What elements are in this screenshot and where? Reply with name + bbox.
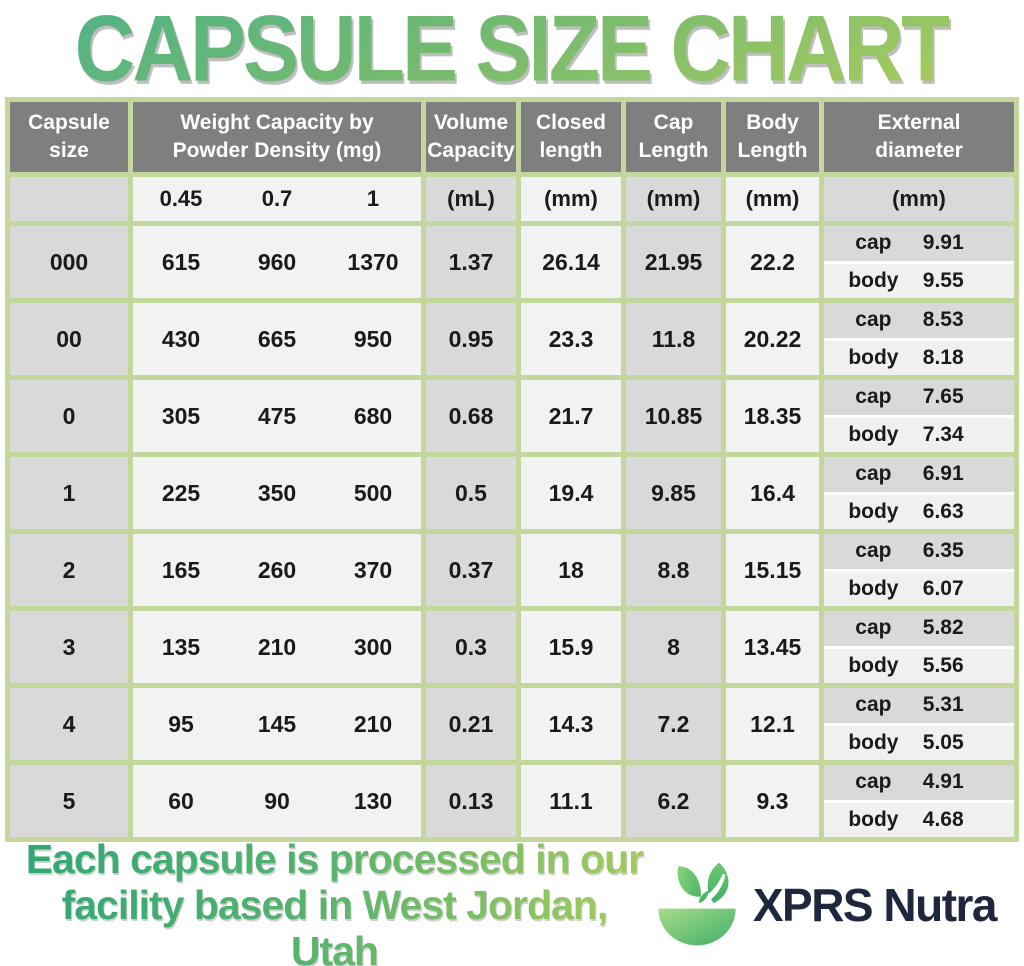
table-row-size-4: 4 95 145 210 0.21 14.3 7.2 12.1 cap 5.31 … <box>10 688 1014 760</box>
cell-size: 000 <box>10 226 128 298</box>
cell-external-diameter: cap 5.31 body 5.05 <box>824 688 1014 760</box>
cell-external-diameter: cap 4.91 body 4.68 <box>824 765 1014 837</box>
cell-body-length: 15.15 <box>726 534 819 606</box>
cell-external-diameter: cap 6.91 body 6.63 <box>824 457 1014 529</box>
cell-closed: 23.3 <box>521 303 621 375</box>
cell-volume: 0.5 <box>426 457 516 529</box>
header-body-length: Body Length <box>726 102 819 172</box>
table-row-size-0: 0 305 475 680 0.68 21.7 10.85 18.35 cap 7… <box>10 380 1014 452</box>
header-volume-capacity: Volume Capacity <box>426 102 516 172</box>
cell-cap-length: 11.8 <box>626 303 721 375</box>
cell-size: 2 <box>10 534 128 606</box>
cell-closed: 21.7 <box>521 380 621 452</box>
cell-size: 0 <box>10 380 128 452</box>
cell-body-length: 12.1 <box>726 688 819 760</box>
cell-cap-length: 7.2 <box>626 688 721 760</box>
cell-body-length: 20.22 <box>726 303 819 375</box>
table-row-size-2: 2 165 260 370 0.37 18 8.8 15.15 cap 6.35 … <box>10 534 1014 606</box>
units-cap: (mm) <box>626 177 721 221</box>
title-bar: CAPSULE SIZE CHART <box>0 0 1024 101</box>
cell-closed: 19.4 <box>521 457 621 529</box>
cell-body-length: 18.35 <box>726 380 819 452</box>
cell-weights: 95 145 210 <box>133 688 421 760</box>
cell-weights: 305 475 680 <box>133 380 421 452</box>
cell-external-diameter: cap 8.53 body 8.18 <box>824 303 1014 375</box>
header-capsule-size: Capsule size <box>10 102 128 172</box>
cell-cap-length: 6.2 <box>626 765 721 837</box>
header-weight-line2: Powder Density (mg) <box>172 139 382 162</box>
cell-weights: 165 260 370 <box>133 534 421 606</box>
cell-body-length: 22.2 <box>726 226 819 298</box>
cell-size: 1 <box>10 457 128 529</box>
cell-cap-length: 8.8 <box>626 534 721 606</box>
page-title: CAPSULE SIZE CHART <box>75 0 953 103</box>
cell-cap-length: 8 <box>626 611 721 683</box>
header-weight-capacity: Weight Capacity by Powder Density (mg) <box>133 102 421 172</box>
cell-closed: 14.3 <box>521 688 621 760</box>
header-closed-length: Closed length <box>521 102 621 172</box>
cell-size: 5 <box>10 765 128 837</box>
cell-weights: 430 665 950 <box>133 303 421 375</box>
table-row-size-3: 3 135 210 300 0.3 15.9 8 13.45 cap 5.82 b… <box>10 611 1014 683</box>
footer: Each capsule is processed in our facilit… <box>0 850 1024 960</box>
units-row: 0.45 0.7 1 (mL) (mm) (mm) (mm) (mm) <box>10 177 1014 221</box>
cell-weights: 135 210 300 <box>133 611 421 683</box>
tagline-line2: facility based in West Jordan, Utah <box>61 881 608 966</box>
cell-size: 4 <box>10 688 128 760</box>
cell-weights: 615 960 1370 <box>133 226 421 298</box>
cell-cap-length: 21.95 <box>626 226 721 298</box>
cell-size: 00 <box>10 303 128 375</box>
units-volume: (mL) <box>426 177 516 221</box>
cell-closed: 15.9 <box>521 611 621 683</box>
table-row-size-5: 5 60 90 130 0.13 11.1 6.2 9.3 cap 4.91 bo… <box>10 765 1014 837</box>
cell-volume: 1.37 <box>426 226 516 298</box>
cell-closed: 26.14 <box>521 226 621 298</box>
units-external: (mm) <box>824 177 1014 221</box>
cell-volume: 0.13 <box>426 765 516 837</box>
cell-cap-length: 9.85 <box>626 457 721 529</box>
units-body: (mm) <box>726 177 819 221</box>
table-row-size-1: 1 225 350 500 0.5 19.4 9.85 16.4 cap 6.91… <box>10 457 1014 529</box>
brand-name: XPRS Nutra <box>752 879 998 931</box>
tagline-line1: Each capsule is processed in our <box>25 835 644 882</box>
mortar-leaf-logo-icon <box>658 862 736 946</box>
units-closed: (mm) <box>521 177 621 221</box>
cell-body-length: 16.4 <box>726 457 819 529</box>
cell-weights: 60 90 130 <box>133 765 421 837</box>
cell-external-diameter: cap 9.91 body 9.55 <box>824 226 1014 298</box>
cell-external-diameter: cap 7.65 body 7.34 <box>824 380 1014 452</box>
cell-closed: 18 <box>521 534 621 606</box>
footer-tagline: Each capsule is processed in our facilit… <box>18 836 651 966</box>
units-densities: 0.45 0.7 1 <box>133 177 421 221</box>
capsule-size-table: Capsule size Weight Capacity by Powder D… <box>5 97 1019 842</box>
brand-lockup: XPRS Nutra <box>651 859 998 951</box>
cell-volume: 0.3 <box>426 611 516 683</box>
cell-size: 3 <box>10 611 128 683</box>
cell-volume: 0.68 <box>426 380 516 452</box>
cell-weights: 225 350 500 <box>133 457 421 529</box>
cell-external-diameter: cap 5.82 body 5.56 <box>824 611 1014 683</box>
header-row: Capsule size Weight Capacity by Powder D… <box>10 102 1014 172</box>
table-row-size-00: 00 430 665 950 0.95 23.3 11.8 20.22 cap 8… <box>10 303 1014 375</box>
cell-body-length: 9.3 <box>726 765 819 837</box>
units-capsule-size-empty <box>10 177 128 221</box>
cell-closed: 11.1 <box>521 765 621 837</box>
header-external-diameter: External diameter <box>824 102 1014 172</box>
header-cap-length: Cap Length <box>626 102 721 172</box>
header-weight-line1: Weight Capacity by <box>180 110 374 134</box>
cell-body-length: 13.45 <box>726 611 819 683</box>
table-row-size-000: 000 615 960 1370 1.37 26.14 21.95 22.2 c… <box>10 226 1014 298</box>
cell-volume: 0.95 <box>426 303 516 375</box>
cell-volume: 0.37 <box>426 534 516 606</box>
cell-cap-length: 10.85 <box>626 380 721 452</box>
cell-volume: 0.21 <box>426 688 516 760</box>
cell-external-diameter: cap 6.35 body 6.07 <box>824 534 1014 606</box>
